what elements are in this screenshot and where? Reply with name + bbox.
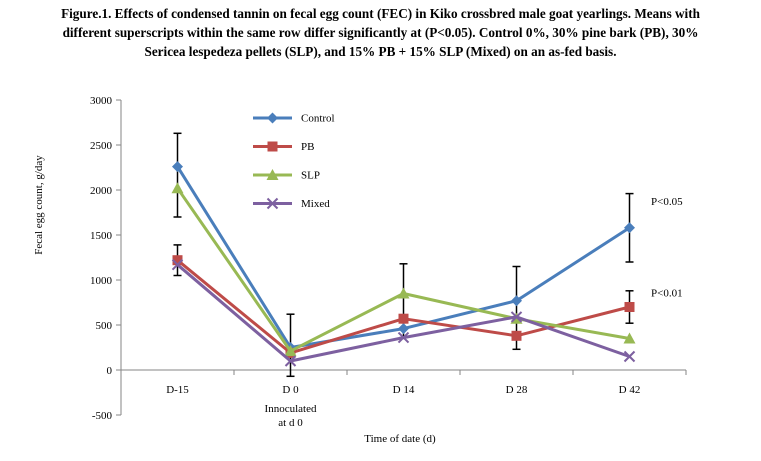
y-tick-label: 0: [107, 365, 113, 377]
legend-marker-slp: [266, 169, 279, 180]
legend-item-control: Control: [253, 112, 335, 125]
data-point-mixed: [623, 350, 636, 363]
legend-label-slp: SLP: [301, 170, 320, 182]
y-tick-label: 1500: [90, 230, 113, 242]
legend-item-slp: SLP: [253, 169, 320, 182]
data-point-control: [172, 161, 183, 173]
y-tick-label: -500: [92, 410, 113, 422]
y-tick-label: 3000: [90, 95, 113, 107]
chart-axes: -500 0 500 1000 1500 2000 2500 3000 D-15 D 0 D 14 D…: [33, 95, 687, 445]
legend-label-mixed: Mixed: [301, 198, 330, 210]
marker-stroke: [284, 355, 297, 367]
chart-series: [171, 161, 636, 367]
legend-item-pb: PB: [253, 141, 314, 153]
significance-annotation: P<0.01: [651, 288, 683, 300]
legend-marker-control: [267, 112, 278, 124]
y-tick-label: 1000: [90, 275, 113, 287]
marker-stroke: [171, 258, 184, 271]
data-point-slp: [284, 345, 297, 357]
x-axis-title: Time of date (d): [364, 433, 436, 445]
x-sublabel-line-2: at d 0: [278, 417, 303, 429]
data-point-slp: [397, 287, 410, 299]
data-point-mixed: [510, 311, 523, 323]
legend-marker-mixed: [266, 197, 279, 210]
data-point-slp: [171, 182, 184, 194]
caption-line-3: Sericea lespedeza pellets (SLP), and 15%…: [144, 44, 617, 59]
x-tick-label: D 14: [393, 384, 415, 396]
data-point-mixed: [397, 331, 410, 344]
legend-marker-pb: [267, 141, 278, 152]
chart-labels: P<0.05 P<0.01: [651, 196, 683, 300]
marker-stroke: [266, 197, 279, 210]
data-point-control: [624, 222, 635, 234]
chart-legend: Control PB SLP Mixed: [253, 112, 335, 210]
data-point-mixed: [284, 355, 297, 367]
data-point-pb: [624, 302, 635, 312]
x-tick-label: D 28: [506, 384, 528, 396]
caption-line-2: different superscripts within the same r…: [62, 25, 699, 40]
data-point-pb: [398, 313, 409, 324]
data-point-pb: [511, 330, 522, 341]
caption-line-1: Figure.1. Effects of condensed tannin on…: [61, 6, 700, 21]
marker-stroke: [397, 331, 410, 344]
data-point-control: [398, 323, 409, 335]
y-tick-label: 2000: [90, 185, 113, 197]
x-tick-label: D 42: [619, 384, 641, 396]
marker-stroke: [623, 350, 636, 363]
data-point-pb: [172, 255, 183, 266]
data-point-control: [511, 295, 522, 307]
legend-item-mixed: Mixed: [253, 197, 330, 210]
y-axis-title: Fecal egg count, g/day: [33, 155, 45, 255]
marker-stroke: [510, 311, 523, 323]
x-tick-label: D-15: [166, 384, 189, 396]
figure-caption: Figure.1. Effects of condensed tannin on…: [0, 4, 761, 61]
significance-annotation: P<0.05: [651, 196, 683, 208]
legend-label-control: Control: [301, 113, 335, 125]
y-tick-label: 2500: [90, 140, 113, 152]
x-tick-label: D 0: [282, 384, 299, 396]
x-sublabel-line-1: Innoculated: [265, 403, 317, 415]
data-point-slp: [623, 332, 636, 344]
legend-label-pb: PB: [301, 141, 314, 153]
y-tick-label: 500: [96, 320, 113, 332]
series-mixed: [171, 258, 636, 367]
data-point-mixed: [171, 258, 184, 271]
error-bars: [173, 132, 634, 378]
